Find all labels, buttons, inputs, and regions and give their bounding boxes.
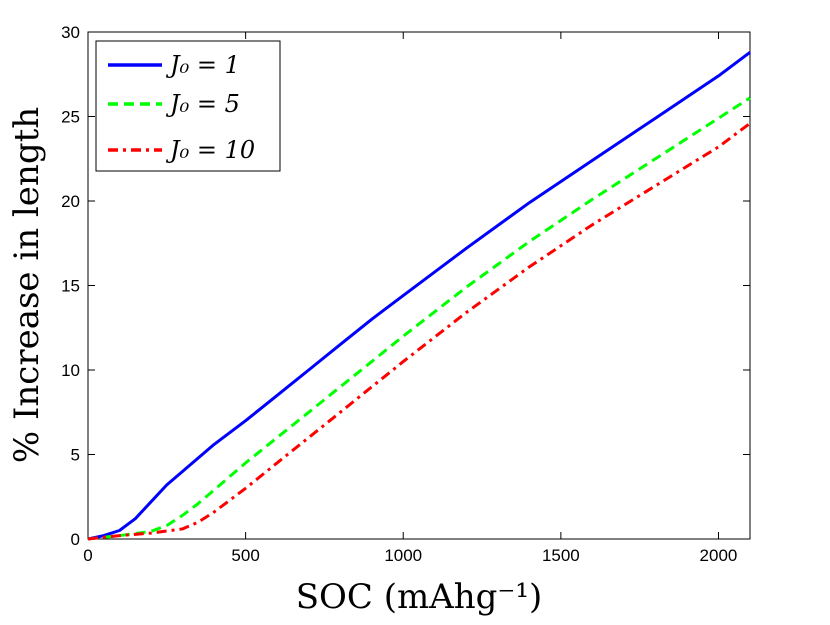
legend-box — [95, 40, 281, 172]
x-tick-label: 0 — [83, 546, 92, 565]
y-tick-label: 20 — [61, 192, 80, 211]
x-tick-label: 1000 — [384, 546, 422, 565]
y-tick-label: 30 — [61, 23, 80, 42]
y-tick-label: 0 — [71, 530, 80, 549]
legend-label-j0-5: J₀ = 5 — [165, 90, 240, 118]
legend: J₀ = 1 J₀ = 5 J₀ = 10 — [95, 40, 281, 172]
series-line-3 — [87, 122, 751, 541]
legend-label-j0-10: J₀ = 10 — [165, 136, 255, 164]
y-tick-label: 5 — [71, 446, 80, 465]
y-tick-label: 15 — [61, 277, 80, 296]
y-tick-label: 10 — [61, 361, 80, 380]
y-axis-label: % Increase in length — [7, 107, 47, 463]
y-tick-label: 25 — [61, 108, 80, 127]
series-line-1 — [87, 51, 751, 541]
x-tick-label: 1500 — [542, 546, 580, 565]
x-tick-label: 500 — [231, 546, 259, 565]
x-axis-label: SOC (mAhg⁻¹) — [296, 577, 543, 617]
legend-label-j0-1: J₀ = 1 — [165, 51, 240, 79]
x-tick-label: 2000 — [700, 546, 738, 565]
series-line-2 — [87, 96, 751, 541]
